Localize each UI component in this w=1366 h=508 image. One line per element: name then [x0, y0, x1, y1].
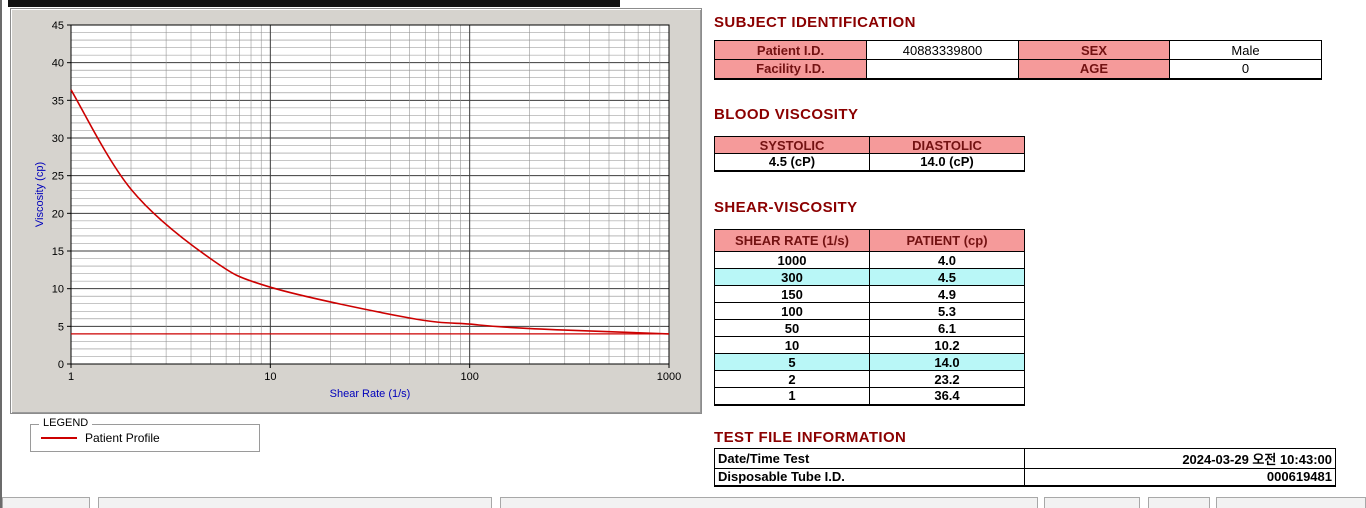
- table-row: 1000 4.0: [714, 251, 1025, 269]
- subject-identification-table: Patient I.D. 40883339800 SEX Male Facili…: [714, 40, 1322, 80]
- sex-value: Male: [1169, 40, 1322, 60]
- subject-identification-heading: SUBJECT IDENTIFICATION: [714, 14, 916, 31]
- svg-text:1: 1: [68, 371, 74, 383]
- patient-cp-cell: 5.3: [869, 302, 1025, 320]
- bottom-cutoff-button[interactable]: [98, 497, 492, 508]
- facility-id-label: Facility I.D.: [714, 59, 867, 80]
- systolic-header: SYSTOLIC: [714, 136, 870, 154]
- legend-title: LEGEND: [39, 417, 93, 429]
- shear-rate-header: SHEAR RATE (1/s): [714, 229, 870, 252]
- patient-cp-cell: 14.0: [869, 353, 1025, 371]
- legend-series-label: Patient Profile: [85, 431, 160, 445]
- age-label: AGE: [1018, 59, 1170, 80]
- svg-text:10: 10: [264, 371, 276, 383]
- table-row: 100 5.3: [714, 302, 1025, 320]
- sex-label: SEX: [1018, 40, 1170, 60]
- age-value: 0: [1169, 59, 1322, 80]
- patient-cp-cell: 36.4: [869, 387, 1025, 406]
- shear-rate-cell: 150: [714, 285, 870, 303]
- table-row: 2 23.2: [714, 370, 1025, 388]
- test-file-information-heading: TEST FILE INFORMATION: [714, 429, 907, 446]
- svg-text:Viscosity (cp): Viscosity (cp): [34, 162, 46, 227]
- disposable-tube-id-label: Disposable Tube I.D.: [714, 468, 1025, 487]
- shear-viscosity-chart: 0 5 10 15 20 25 30 35 40 45 1 10 100 1000 Shear Rate (…: [34, 20, 681, 400]
- window-edge-strip: [8, 0, 620, 7]
- shear-viscosity-heading: SHEAR-VISCOSITY: [714, 199, 858, 216]
- svg-text:40: 40: [52, 58, 64, 70]
- svg-text:25: 25: [52, 171, 64, 183]
- patient-cp-cell: 4.5: [869, 268, 1025, 286]
- legend-line-sample: [41, 437, 77, 439]
- table-row: 50 6.1: [714, 319, 1025, 337]
- shear-rate-cell: 1: [714, 387, 870, 406]
- svg-text:10: 10: [52, 284, 64, 296]
- table-row: 10 10.2: [714, 336, 1025, 354]
- shear-rate-cell: 100: [714, 302, 870, 320]
- svg-text:100: 100: [460, 371, 478, 383]
- patient-cp-cell: 23.2: [869, 370, 1025, 388]
- table-row: 150 4.9: [714, 285, 1025, 303]
- svg-text:15: 15: [52, 246, 64, 258]
- date-time-test-label: Date/Time Test: [714, 448, 1025, 469]
- table-row: Date/Time Test 2024-03-29 오전 10:43:00: [714, 448, 1336, 469]
- svg-text:1000: 1000: [657, 371, 681, 383]
- shear-rate-cell: 10: [714, 336, 870, 354]
- svg-text:Shear Rate (1/s): Shear Rate (1/s): [330, 388, 411, 400]
- date-time-test-value: 2024-03-29 오전 10:43:00: [1024, 448, 1336, 469]
- patient-cp-cell: 6.1: [869, 319, 1025, 337]
- bottom-cutoff-button[interactable]: [2, 497, 90, 508]
- shear-viscosity-table: SHEAR RATE (1/s) PATIENT (cp) 1000 4.0 30…: [714, 229, 1025, 406]
- bottom-cutoff-button[interactable]: [1044, 497, 1140, 508]
- test-file-information-table: Date/Time Test 2024-03-29 오전 10:43:00 Di…: [714, 448, 1336, 487]
- table-row: 300 4.5: [714, 268, 1025, 286]
- svg-text:0: 0: [58, 359, 64, 371]
- patient-id-label: Patient I.D.: [714, 40, 867, 60]
- diastolic-header: DIASTOLIC: [869, 136, 1025, 154]
- blood-viscosity-heading: BLOOD VISCOSITY: [714, 106, 859, 123]
- svg-text:45: 45: [52, 20, 64, 32]
- patient-cp-cell: 10.2: [869, 336, 1025, 354]
- svg-text:5: 5: [58, 321, 64, 333]
- table-row: Disposable Tube I.D. 000619481: [714, 468, 1336, 487]
- chart-panel: 0 5 10 15 20 25 30 35 40 45 1 10 100 1000 Shear Rate (…: [10, 8, 702, 414]
- shear-rate-cell: 1000: [714, 251, 870, 269]
- bottom-cutoff-button[interactable]: [500, 497, 1038, 508]
- table-row: 1 36.4: [714, 387, 1025, 406]
- legend-box: LEGEND Patient Profile: [30, 417, 260, 452]
- systolic-value: 4.5 (cP): [714, 153, 870, 172]
- patient-id-value: 40883339800: [866, 40, 1019, 60]
- svg-text:35: 35: [52, 95, 64, 107]
- shear-rate-cell: 300: [714, 268, 870, 286]
- table-row: 5 14.0: [714, 353, 1025, 371]
- shear-rate-cell: 50: [714, 319, 870, 337]
- diastolic-value: 14.0 (cP): [869, 153, 1025, 172]
- patient-cp-cell: 4.0: [869, 251, 1025, 269]
- bottom-cutoff-button[interactable]: [1148, 497, 1210, 508]
- patient-cp-header: PATIENT (cp): [869, 229, 1025, 252]
- svg-text:30: 30: [52, 133, 64, 145]
- disposable-tube-id-value: 000619481: [1024, 468, 1336, 487]
- patient-cp-cell: 4.9: [869, 285, 1025, 303]
- bottom-cutoff-button[interactable]: [1216, 497, 1366, 508]
- svg-text:20: 20: [52, 208, 64, 220]
- facility-id-value: [866, 59, 1019, 80]
- shear-rate-cell: 2: [714, 370, 870, 388]
- blood-viscosity-table: SYSTOLIC DIASTOLIC 4.5 (cP) 14.0 (cP): [714, 136, 1025, 172]
- shear-rate-cell: 5: [714, 353, 870, 371]
